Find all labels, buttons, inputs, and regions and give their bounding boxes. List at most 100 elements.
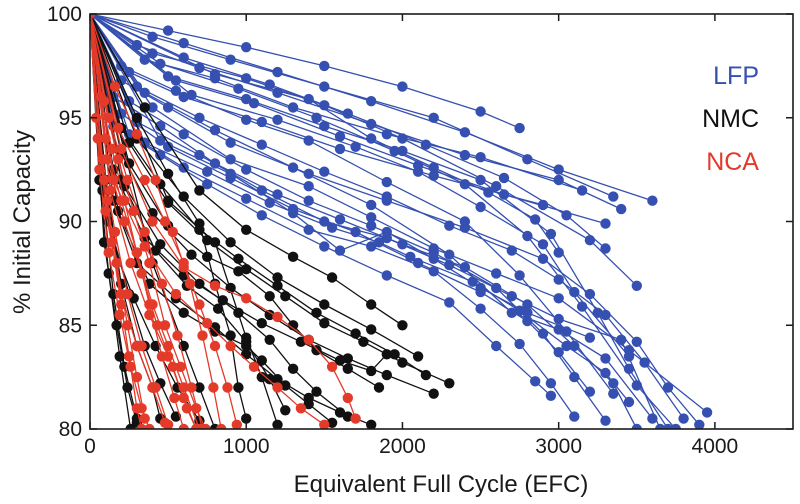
lfp-point: [319, 120, 330, 132]
lfp-point: [319, 100, 330, 111]
nmc-point: [397, 357, 408, 368]
nmc-point: [186, 249, 197, 260]
nca-point: [102, 154, 113, 165]
nca-point: [111, 257, 122, 269]
nmc-point: [334, 407, 346, 418]
lfp-point: [639, 357, 650, 368]
nmc-point: [150, 245, 161, 256]
nmc-point: [311, 345, 322, 356]
lfp-point: [576, 185, 588, 196]
lfp-point: [483, 187, 494, 198]
lfp-point: [334, 131, 346, 142]
nca-point: [208, 382, 219, 393]
nmc-point: [311, 386, 322, 397]
lfp-point: [366, 199, 377, 211]
lfp-point: [397, 145, 408, 157]
lfp-point: [225, 168, 236, 179]
nca-point: [131, 403, 143, 414]
lfp-point: [123, 66, 135, 78]
lfp-point: [420, 139, 432, 150]
lfp-point: [209, 125, 221, 136]
lfp-point: [381, 191, 392, 202]
lfp-point: [459, 216, 471, 227]
nmc-point: [397, 320, 408, 331]
lfp-point: [616, 334, 627, 345]
lfp-point: [194, 149, 205, 161]
nca-point: [194, 299, 205, 310]
lfp-point: [576, 301, 588, 312]
nmc-point: [444, 378, 455, 389]
nmc-point: [295, 336, 307, 347]
lfp-point: [662, 382, 674, 393]
nca-point: [92, 133, 104, 144]
nca-point: [128, 205, 139, 217]
nmc-point: [170, 411, 182, 422]
lfp-curve: [90, 14, 614, 395]
lfp-point: [475, 201, 486, 213]
lfp-point: [319, 166, 330, 177]
nmc-point: [287, 251, 299, 262]
lfp-point: [397, 133, 408, 144]
nca-point: [209, 280, 221, 291]
lfp-point: [272, 114, 283, 126]
nca-point: [147, 216, 158, 227]
nca-point: [170, 288, 182, 300]
lfp-point: [600, 415, 611, 426]
lfp-point: [287, 208, 299, 219]
nca-point: [178, 423, 189, 429]
lfp-point: [334, 143, 346, 155]
nmc-point: [366, 419, 377, 429]
nmc-point: [111, 320, 122, 331]
lfp-point: [561, 340, 572, 352]
lfp-point: [225, 154, 236, 165]
nmc-point: [264, 309, 275, 321]
lfp-point: [373, 237, 385, 248]
lfp-point: [366, 220, 377, 231]
lfp-point: [162, 25, 174, 36]
nca-curve: [90, 14, 204, 429]
nca-point: [109, 81, 121, 92]
lfp-point: [209, 69, 221, 80]
lfp-point: [600, 309, 611, 321]
lfp-curve: [90, 14, 669, 429]
lfp-point: [256, 116, 267, 128]
nca-point: [125, 257, 136, 269]
lfp-point: [381, 176, 392, 188]
lfp-point: [631, 423, 642, 429]
lfp-point: [162, 102, 174, 113]
lfp-curve: [90, 14, 653, 419]
lfp-point: [428, 112, 439, 124]
lfp-point: [319, 216, 330, 227]
lfp-point: [412, 166, 424, 177]
lfp-point: [287, 162, 299, 173]
nmc-point: [319, 318, 330, 329]
nmc-point: [139, 102, 150, 113]
nca-point: [139, 174, 150, 186]
nca-point: [178, 382, 189, 393]
legend-label-nca: NCA: [706, 148, 759, 176]
lfp-point: [350, 226, 361, 238]
nmc-curve: [90, 14, 403, 326]
nmc-point: [373, 382, 385, 393]
lfp-point: [584, 235, 596, 246]
nmc-point: [264, 374, 275, 385]
lfp-point: [600, 243, 611, 254]
legend-label-lfp: LFP: [713, 62, 759, 90]
nca-point: [102, 195, 113, 206]
lfp-point: [256, 185, 267, 196]
lfp-point: [264, 197, 275, 208]
y-tick-label: 85: [59, 314, 82, 337]
nmc-point: [194, 382, 205, 393]
x-tick-label: 4000: [692, 435, 739, 458]
nca-point: [222, 382, 233, 393]
nca-point: [122, 320, 133, 331]
lfp-point: [303, 168, 314, 179]
nca-point: [131, 371, 143, 383]
nmc-point: [233, 307, 244, 318]
lfp-point: [194, 62, 205, 74]
lfp-point: [366, 118, 377, 130]
lfp-point: [233, 83, 244, 94]
lfp-point: [428, 162, 439, 173]
nca-point: [94, 164, 105, 175]
nca-point: [139, 241, 150, 252]
